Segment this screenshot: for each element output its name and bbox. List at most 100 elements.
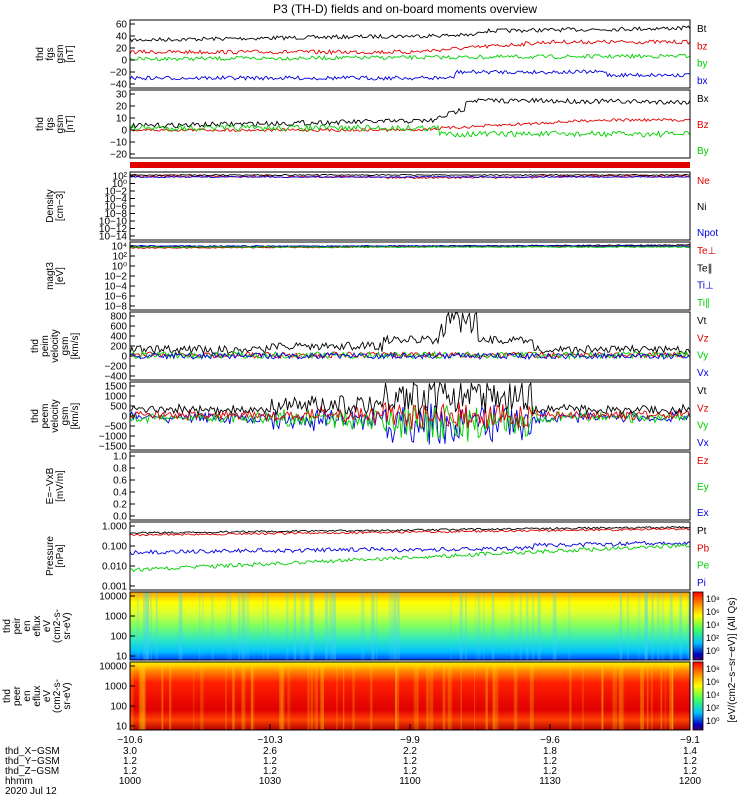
colorbar: 10⁸ 10⁶ 10⁴ 10² 10⁰ 10⁸ 10⁶ 10⁴ 10² 10⁰ [eV/(cm2−s… bbox=[692, 591, 738, 731]
spectrogram-streak bbox=[360, 592, 365, 660]
axis-row-label: thd_X−GSM bbox=[5, 746, 60, 757]
y-axis-label: peem bbox=[40, 403, 51, 428]
y-tick-label: 10⁴ bbox=[112, 242, 127, 253]
spectrogram-streak bbox=[646, 662, 649, 730]
y-tick-label: 0.2 bbox=[113, 500, 127, 511]
axis-row-value: 1.2 bbox=[123, 756, 137, 767]
spectrogram-streak bbox=[392, 592, 396, 660]
spectrogram-streak bbox=[643, 592, 647, 660]
spectrogram-streak bbox=[661, 592, 665, 660]
colorbar-tick: 10⁸ bbox=[706, 664, 720, 674]
spectrogram-streak bbox=[371, 592, 375, 660]
spectrogram-streak bbox=[388, 592, 393, 660]
panel-peir-eflux: 10000 1000 100 10 thd peir en eflux eV (cm2-s-sr-… bbox=[2, 591, 691, 663]
y-tick-label: 10000 bbox=[99, 592, 127, 603]
colorbar-tick: 10⁰ bbox=[706, 716, 720, 726]
spectrogram-streak bbox=[601, 662, 604, 730]
y-axis-label: [nT] bbox=[65, 45, 76, 62]
axis-row-value: 1.2 bbox=[683, 756, 697, 767]
y-tick-label: 600 bbox=[110, 322, 127, 333]
colorbar-tick: 10² bbox=[706, 703, 719, 713]
colorbar-tick: 10⁸ bbox=[706, 594, 720, 604]
axis-row-value: 3.0 bbox=[123, 746, 137, 757]
spectrogram-streak bbox=[582, 662, 584, 730]
y-axis-label: en bbox=[22, 690, 33, 701]
legend-npot: Npot bbox=[697, 228, 718, 239]
spectrogram-streak bbox=[474, 592, 476, 660]
x-tick-label: −9.9 bbox=[400, 735, 420, 746]
trace-red bbox=[129, 39, 691, 56]
colorbar-tick: 10⁴ bbox=[706, 620, 720, 630]
y-axis-label: (cm2-s- bbox=[52, 679, 63, 713]
spectrogram-streak bbox=[140, 662, 145, 730]
y-tick-label: 100 bbox=[110, 702, 127, 713]
y-tick-label: 20 bbox=[116, 44, 128, 55]
axis-row-label: thd_Z−GSM bbox=[5, 766, 59, 777]
axis-row-value: 1000 bbox=[119, 776, 142, 787]
y-tick-label: 10−14 bbox=[99, 232, 128, 243]
trace-green bbox=[129, 350, 691, 360]
y-axis-label: [nT] bbox=[65, 115, 76, 132]
y-tick-label: 0.6 bbox=[113, 476, 127, 487]
y-tick-label: 1.000 bbox=[102, 522, 127, 533]
y-axis-label: magt3 bbox=[45, 262, 56, 290]
spectrogram-streak bbox=[429, 662, 434, 730]
y-tick-label: 10−2 bbox=[104, 272, 127, 283]
legend-te⊥: Te⊥ bbox=[697, 246, 716, 257]
trace-black bbox=[129, 525, 691, 535]
spectrogram-streak bbox=[280, 662, 284, 730]
spectrogram-streak bbox=[310, 662, 314, 730]
y-tick-label: 0.001 bbox=[102, 582, 127, 593]
y-tick-label: 10−6 bbox=[104, 202, 127, 213]
spectrogram-streak bbox=[369, 662, 373, 730]
legend-by: By bbox=[697, 146, 709, 157]
trace-black bbox=[129, 311, 691, 355]
spectrogram-streak bbox=[287, 662, 291, 730]
panel-frame bbox=[129, 451, 691, 521]
y-tick-label: 1000 bbox=[105, 392, 128, 403]
spectrogram-streak bbox=[232, 662, 235, 730]
y-tick-label: 1.0 bbox=[113, 452, 127, 463]
legend-ni: Ni bbox=[697, 202, 706, 213]
legend-vt: Vt bbox=[697, 316, 707, 327]
y-tick-label: 800 bbox=[110, 312, 127, 323]
y-axis-label: peer bbox=[12, 685, 23, 706]
legend-ti∥: Ti∥ bbox=[697, 298, 710, 309]
spectrogram-streak bbox=[302, 592, 306, 660]
axis-row-label: hhmm bbox=[5, 776, 33, 787]
spectrogram-streak bbox=[242, 592, 245, 660]
spectrogram-streak bbox=[343, 662, 345, 730]
spectrogram bbox=[130, 592, 690, 660]
legend-vt: Vt bbox=[697, 386, 707, 397]
y-tick-label: 0 bbox=[121, 412, 127, 423]
y-tick-label: 10−10 bbox=[99, 217, 128, 228]
legend-ez: Ez bbox=[697, 456, 709, 467]
legend-vy: Vy bbox=[697, 421, 708, 432]
spectrogram-streak bbox=[285, 592, 289, 660]
y-tick-label: 10−4 bbox=[104, 194, 127, 205]
spectrogram-streak bbox=[627, 592, 629, 660]
y-axis-label: thd bbox=[2, 689, 13, 703]
panel-efield: 1.00.80.60.40.20.0 E=−VxB [mV/m] Ez Ey Ex bbox=[45, 451, 709, 523]
y-axis-label: Density bbox=[45, 189, 56, 222]
axis-row-value: 1130 bbox=[539, 776, 561, 787]
axis-row-value: 1.2 bbox=[123, 766, 137, 777]
spectrogram-streak bbox=[569, 662, 572, 730]
spectrogram-streak bbox=[671, 662, 673, 730]
spectrogram-streak bbox=[448, 662, 453, 730]
spectrogram-streak bbox=[465, 592, 467, 660]
panel-frame bbox=[129, 521, 691, 591]
axis-row-value: 1.2 bbox=[543, 756, 557, 767]
y-axis-label: [nPa] bbox=[55, 544, 66, 568]
spectrogram-streak bbox=[552, 592, 557, 660]
trace-black bbox=[129, 381, 691, 417]
spectrogram-streak bbox=[228, 592, 232, 660]
axis-row-value: 1030 bbox=[259, 776, 282, 787]
spectrogram-streak bbox=[442, 662, 446, 730]
colorbar-scale bbox=[692, 591, 704, 661]
panel-pressure: 1.000 0.100 0.010 0.001 Pressure [nPa] Pt Pb Pe P… bbox=[45, 521, 710, 593]
y-tick-label: 10000 bbox=[99, 662, 127, 673]
spectrogram-streak bbox=[485, 662, 488, 730]
